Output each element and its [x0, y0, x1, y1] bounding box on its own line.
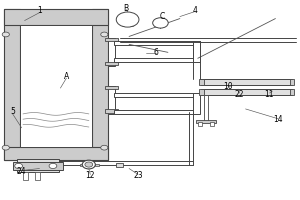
Text: 12: 12	[85, 171, 95, 180]
Bar	[199, 79, 204, 85]
Circle shape	[82, 160, 95, 169]
Bar	[201, 79, 292, 85]
Circle shape	[49, 163, 57, 169]
Text: 1: 1	[37, 6, 42, 15]
Bar	[114, 110, 195, 114]
Bar	[204, 95, 208, 121]
Bar	[193, 41, 200, 62]
Bar	[114, 58, 195, 62]
Bar	[35, 172, 40, 180]
Bar	[108, 86, 115, 114]
Circle shape	[101, 32, 108, 37]
Bar	[290, 89, 294, 95]
Text: 24: 24	[17, 167, 26, 176]
Bar	[114, 41, 195, 45]
Bar	[108, 38, 115, 66]
Bar	[80, 164, 84, 166]
Bar	[95, 164, 99, 166]
Text: 4: 4	[192, 6, 197, 15]
Bar	[210, 122, 214, 126]
Text: 14: 14	[274, 115, 283, 124]
Text: 23: 23	[133, 171, 143, 180]
Text: A: A	[64, 72, 69, 81]
Text: B: B	[124, 4, 129, 13]
Circle shape	[101, 145, 108, 150]
Text: C: C	[159, 12, 165, 21]
Circle shape	[15, 163, 22, 169]
Bar	[196, 120, 216, 123]
Circle shape	[116, 12, 139, 27]
Circle shape	[2, 145, 9, 150]
Bar	[20, 25, 92, 147]
Bar	[114, 93, 195, 97]
Bar	[17, 159, 59, 172]
Bar	[193, 93, 200, 114]
Bar	[4, 9, 108, 25]
Bar	[23, 172, 28, 180]
Bar	[92, 9, 108, 160]
Text: 5: 5	[10, 107, 15, 116]
Bar	[198, 122, 202, 126]
Text: 22: 22	[235, 90, 244, 99]
Bar	[201, 89, 292, 95]
Circle shape	[2, 32, 9, 37]
Bar	[290, 79, 294, 85]
Bar	[116, 163, 123, 167]
Bar	[105, 62, 118, 65]
Bar	[199, 89, 204, 95]
Bar	[105, 38, 118, 41]
Text: 10: 10	[223, 82, 232, 91]
Bar	[105, 109, 118, 113]
Bar	[13, 162, 63, 170]
Bar	[105, 86, 118, 89]
Circle shape	[85, 162, 93, 167]
Bar	[4, 147, 108, 160]
Bar	[4, 9, 20, 160]
Circle shape	[153, 18, 168, 28]
Text: 6: 6	[154, 48, 158, 57]
Text: 11: 11	[265, 90, 274, 99]
